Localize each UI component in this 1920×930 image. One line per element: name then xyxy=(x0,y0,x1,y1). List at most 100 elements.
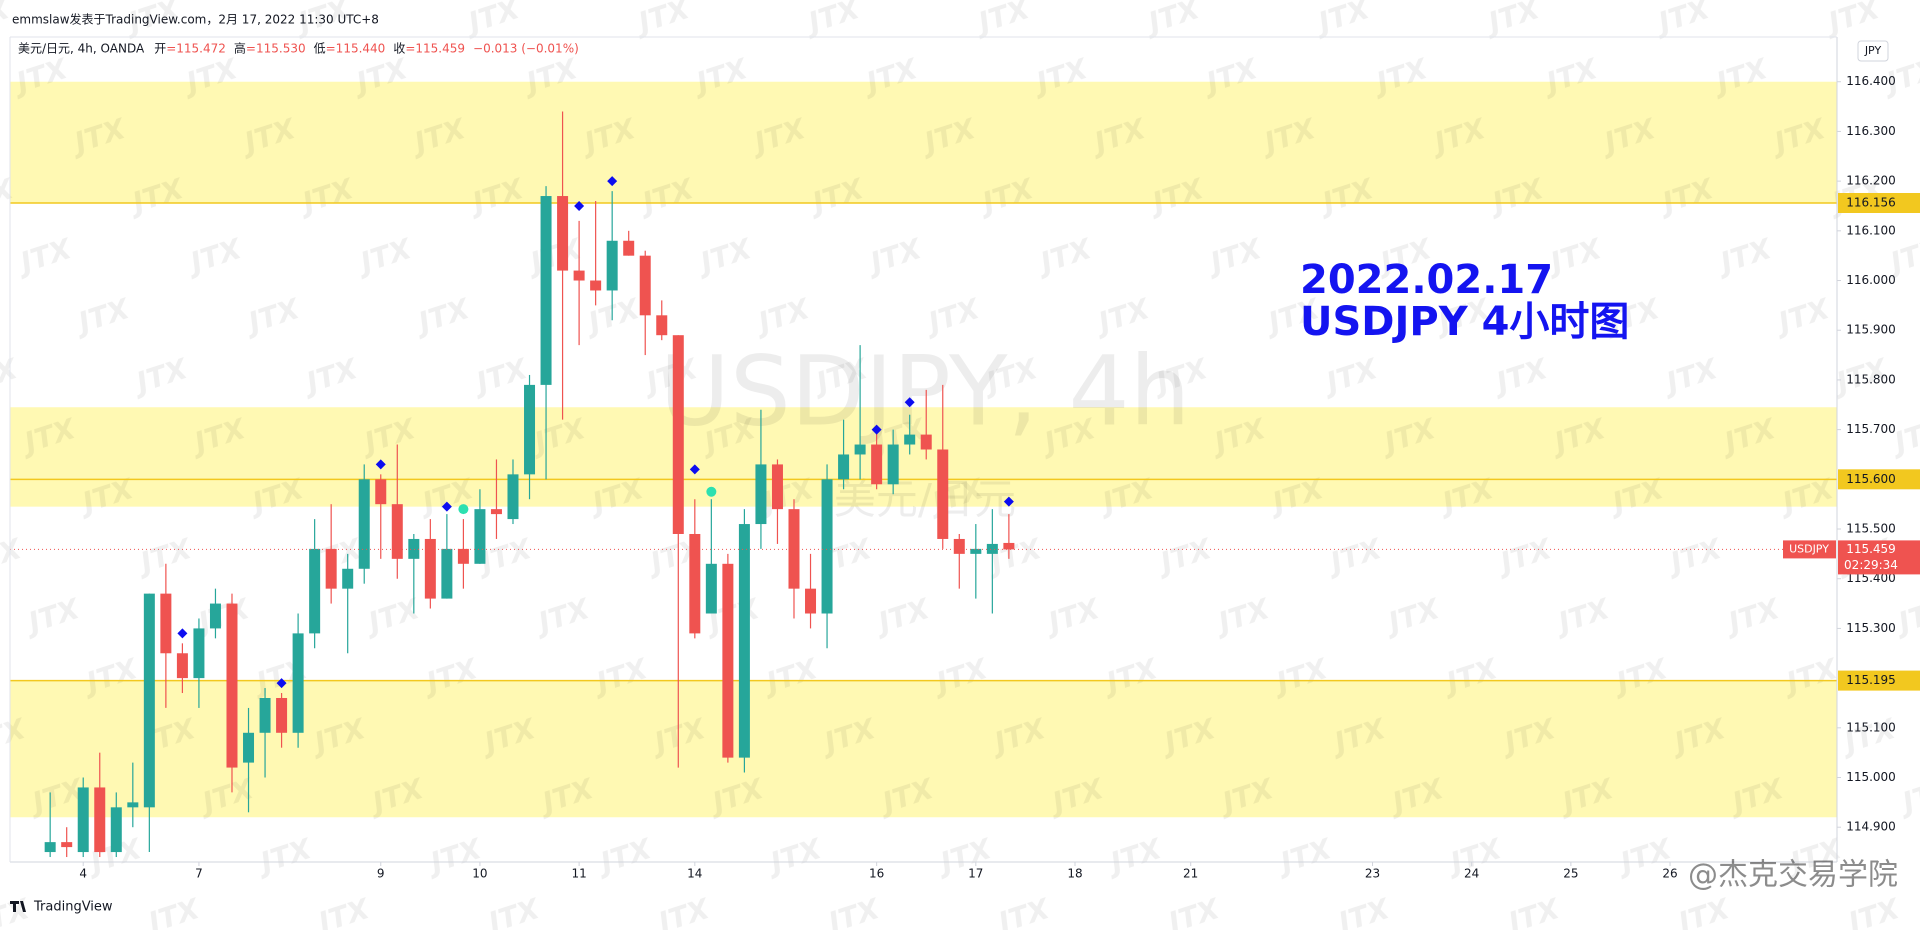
legend-value: =115.440 xyxy=(326,42,386,56)
candle-body xyxy=(276,697,288,733)
level-label-box xyxy=(1838,670,1920,691)
currency-button-label[interactable]: JPY xyxy=(1864,44,1882,57)
candle-body xyxy=(788,509,800,589)
x-tick-label: 25 xyxy=(1563,867,1578,881)
plot xyxy=(10,111,1837,858)
candle-body xyxy=(209,603,221,629)
candle-body xyxy=(61,842,73,848)
brand: TradingView xyxy=(33,900,113,915)
level-label-box xyxy=(1838,192,1920,213)
legend-symbol: 美元/日元, 4h, OANDA xyxy=(18,42,145,56)
candle-body xyxy=(838,454,850,480)
diamond-marker xyxy=(1003,496,1014,507)
candle-body xyxy=(557,196,569,271)
symbol-watermark: USDJPY, 4h xyxy=(660,335,1191,447)
diamond-marker xyxy=(177,628,188,639)
candle-body xyxy=(590,280,602,291)
legend-key: 收 xyxy=(393,42,405,56)
candle-body xyxy=(375,479,387,505)
candle-body xyxy=(259,697,271,733)
candle-body xyxy=(309,548,321,634)
candle-body xyxy=(937,449,949,539)
candle-body xyxy=(457,548,469,564)
candle-body xyxy=(805,588,817,614)
candle-body xyxy=(920,434,932,450)
level-label: 115.195 xyxy=(1846,673,1896,687)
candle-body xyxy=(391,504,403,559)
x-tick-label: 9 xyxy=(377,867,385,881)
zone xyxy=(10,407,1837,507)
candle-body xyxy=(722,563,734,758)
candle-body xyxy=(424,538,436,599)
candle-body xyxy=(193,628,205,679)
candle-body xyxy=(904,434,916,445)
diamond-marker xyxy=(375,459,386,470)
candle-body xyxy=(325,548,337,589)
candle-body xyxy=(1003,542,1015,550)
y-tick-label: 116.000 xyxy=(1846,273,1896,287)
x-tick-label: 18 xyxy=(1067,867,1082,881)
legend-key: 开 xyxy=(154,42,166,56)
candle-body xyxy=(672,335,684,534)
y-tick-label: 115.400 xyxy=(1846,571,1896,585)
candle-body xyxy=(490,509,502,515)
candle-body xyxy=(441,548,453,599)
legend-change: −0.013 (−0.01%) xyxy=(473,42,579,56)
level-label-box xyxy=(1838,469,1920,490)
candle-body xyxy=(970,548,982,554)
candle-body xyxy=(226,603,238,768)
level-label: 115.600 xyxy=(1846,472,1896,486)
x-tick-label: 26 xyxy=(1662,867,1677,881)
x-tick-label: 11 xyxy=(571,867,586,881)
candle-body xyxy=(705,563,717,614)
countdown: 02:29:34 xyxy=(1844,558,1898,572)
candle-body xyxy=(176,653,188,679)
x-tick-label: 21 xyxy=(1183,867,1198,881)
last-price-label: 115.459 xyxy=(1846,542,1896,556)
y-tick-label: 116.400 xyxy=(1846,74,1896,88)
y-tick-label: 116.100 xyxy=(1846,223,1896,237)
zones xyxy=(10,81,1837,818)
y-tick-label: 115.700 xyxy=(1846,422,1896,436)
diamond-marker xyxy=(871,424,882,435)
y-tick-label: 115.500 xyxy=(1846,522,1896,536)
legend-value: =115.472 xyxy=(166,42,226,56)
candle-body xyxy=(606,240,618,291)
x-tick-label: 14 xyxy=(687,867,702,881)
candle-body xyxy=(573,270,585,281)
candle-body xyxy=(160,593,172,654)
symbol-watermark-sub: 美元/日元 xyxy=(834,475,1016,524)
candle-body xyxy=(127,802,139,808)
diamond-marker xyxy=(689,464,700,475)
y-tick-label: 116.200 xyxy=(1846,174,1896,188)
candle-body xyxy=(738,524,750,758)
zone xyxy=(10,680,1837,818)
currency-button[interactable] xyxy=(1857,40,1889,62)
candle-body xyxy=(474,509,486,564)
candle-body xyxy=(656,315,668,336)
dot-marker xyxy=(706,486,717,497)
candle-body xyxy=(44,842,56,853)
x-tick-label: 4 xyxy=(79,867,87,881)
candle-body xyxy=(524,384,536,475)
diamond-marker xyxy=(574,200,585,211)
candle-body xyxy=(887,444,899,485)
last-price-name: USDJPY xyxy=(1789,542,1829,555)
brand-logo xyxy=(10,901,26,912)
y-tick-label: 114.900 xyxy=(1846,820,1896,834)
x-tick-label: 7 xyxy=(195,867,203,881)
candle-body xyxy=(408,538,420,559)
candle-body xyxy=(986,543,998,554)
annotation: 2022.02.17 xyxy=(1300,257,1553,303)
y-tick-label: 116.300 xyxy=(1846,124,1896,138)
x-tick-label: 16 xyxy=(869,867,884,881)
candle-body xyxy=(110,807,122,853)
candle-body xyxy=(143,593,155,808)
y-tick-label: 115.000 xyxy=(1846,770,1896,784)
diamond-marker xyxy=(607,176,618,187)
legend-key: 高 xyxy=(234,41,246,56)
candle-body xyxy=(358,479,370,569)
dot-marker xyxy=(458,504,469,515)
